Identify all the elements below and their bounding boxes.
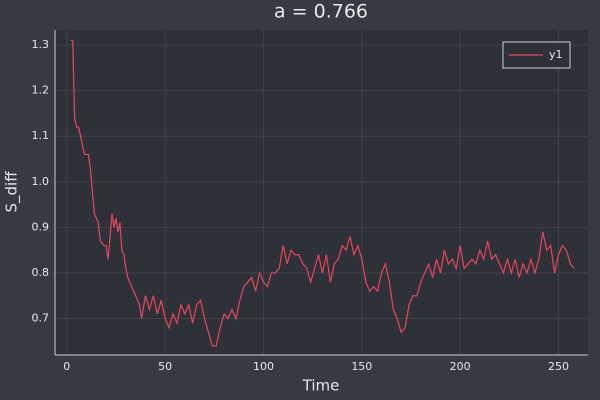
x-tick-label: 50: [158, 360, 172, 373]
chart-title: a = 0.766: [274, 1, 368, 23]
y-tick-label: 1.0: [32, 175, 50, 188]
x-tick-label: 100: [253, 360, 274, 373]
y-tick-label: 0.9: [32, 220, 50, 233]
y-axis-label: S_diff: [3, 171, 22, 213]
y-tick-label: 1.2: [32, 84, 50, 97]
y-tick-label: 0.8: [32, 266, 50, 279]
x-axis-label: Time: [302, 377, 340, 395]
x-tick-label: 200: [450, 360, 471, 373]
x-tick-label: 150: [351, 360, 372, 373]
x-tick-label: 250: [548, 360, 569, 373]
data-line: [70, 39, 575, 347]
plot-area: [55, 30, 588, 355]
y-tick-label: 0.7: [32, 312, 50, 325]
legend-label: y1: [549, 48, 563, 61]
y-tick-label: 1.1: [32, 129, 50, 142]
y-tick-label: 1.3: [32, 38, 50, 51]
x-tick-label: 0: [63, 360, 70, 373]
